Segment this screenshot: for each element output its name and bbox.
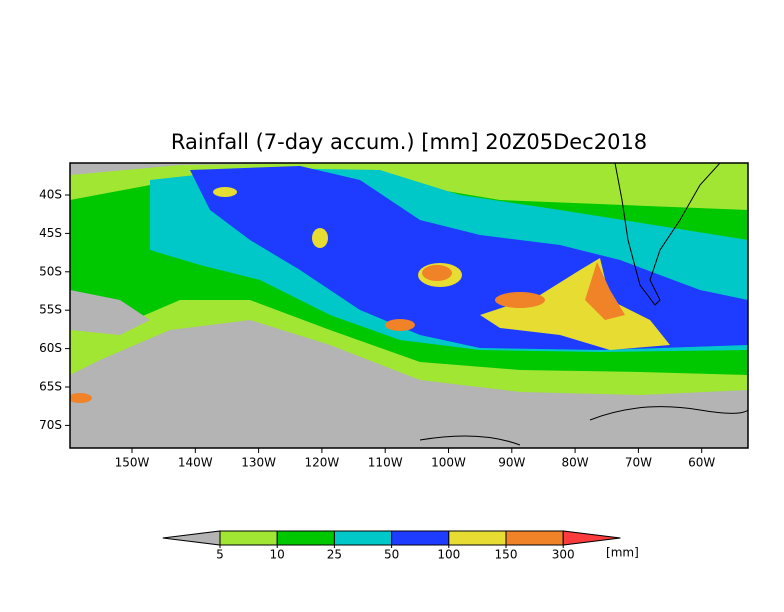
lon-label: 60W [688,456,715,470]
colorbar-segment [276,530,335,546]
colorbar-label: 100 [437,548,460,562]
lon-label: 150W [115,456,150,470]
lon-label: 90W [498,456,525,470]
map-frame [69,162,749,449]
colorbar-unit: [mm] [606,546,639,560]
colorbar-low-end [162,530,221,546]
colorbar-segment [448,530,507,546]
colorbar-label: 5 [216,548,224,562]
lat-label: 70S [39,418,62,432]
lon-label: 140W [178,456,213,470]
colorbar-high-end [562,530,621,546]
map-title: Rainfall (7-day accum.) [mm] 20Z05Dec201… [171,130,647,154]
lon-label: 110W [368,456,403,470]
colorbar-segment [219,530,278,546]
lat-label: 50S [39,264,62,278]
lat-label: 40S [39,188,62,202]
colorbar-label: 10 [270,548,285,562]
colorbar-label: 300 [552,548,575,562]
colorbar-label: 150 [495,548,518,562]
lon-label: 130W [241,456,276,470]
lon-label: 70W [625,456,652,470]
colorbar-segment [505,530,564,546]
colorbar-segment [333,530,393,546]
colorbar-label: 50 [384,548,399,562]
colorbar-label: 25 [327,548,342,562]
lat-label: 55S [39,303,62,317]
lon-label: 80W [562,456,589,470]
lat-label: 60S [39,341,62,355]
lon-label: 120W [305,456,340,470]
lat-label: 65S [39,380,62,394]
rainfall-field [70,163,748,448]
lon-label: 100W [431,456,466,470]
lat-label: 45S [39,226,62,240]
colorbar-segment [391,530,450,546]
